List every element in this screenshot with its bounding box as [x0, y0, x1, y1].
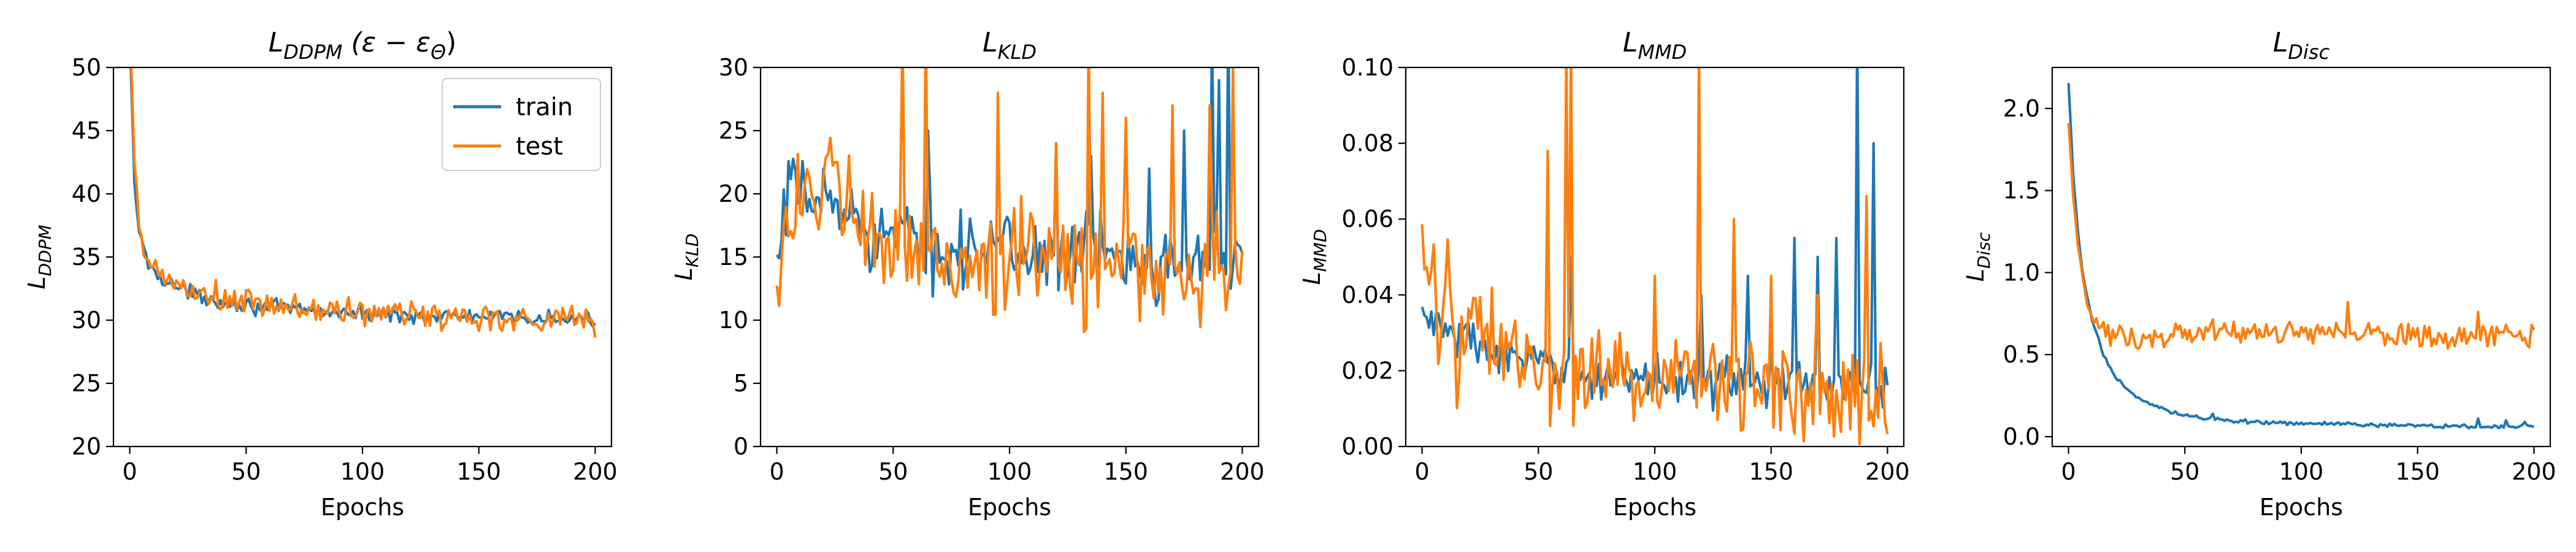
legend-label-train: train	[516, 93, 573, 121]
panel-title: LMMD	[1623, 27, 1687, 64]
x-tick-label: 0	[769, 458, 784, 485]
y-tick-label: 0.02	[1341, 357, 1393, 384]
y-tick-label: 5	[734, 370, 748, 397]
y-tick-label: 25	[72, 370, 101, 397]
y-tick-label: 45	[72, 117, 101, 144]
x-tick-label: 200	[2512, 458, 2556, 485]
x-tick-label: 50	[2170, 458, 2199, 485]
y-axis-label: LMMD	[1298, 229, 1330, 285]
y-axis-label: LDDPM	[23, 224, 55, 289]
x-tick-label: 100	[987, 458, 1032, 485]
panel-title: LKLD	[983, 27, 1037, 64]
panel-ddpm: 0 50 100 150 200 20 25 30 35 40 45 50 Epochs LDDPM LDD…	[23, 27, 618, 521]
y-axis-label: LDisc	[1962, 232, 1994, 282]
y-axis-label: LKLD	[670, 234, 702, 281]
y-tick-label: 0.00	[1341, 433, 1393, 460]
y-tick-label: 2.0	[2003, 95, 2040, 122]
panel-title: LDisc	[2273, 27, 2330, 64]
y-tick-label: 30	[719, 54, 748, 81]
x-axis-label: Epochs	[1613, 494, 1696, 521]
panel-title: LDDPM (ε − εΘ)	[269, 27, 457, 64]
x-tick-label: 0	[2061, 458, 2076, 485]
y-tick-label: 25	[719, 117, 748, 144]
x-tick-label: 50	[878, 458, 908, 485]
x-tick-label: 100	[340, 458, 385, 485]
series-line-test	[775, 67, 1244, 334]
x-tick-label: 150	[456, 458, 501, 485]
panel-mmd: 0 50 100 150 200 0.00 0.02 0.04 0.06 0.08 0.10 Epoc…	[1298, 27, 1910, 521]
panel-disc: 0 50 100 150 200 0.0 0.5 1.0 1.5 2.0 Epochs LDisc LD…	[1962, 27, 2556, 521]
y-tick-label: 0.0	[2003, 423, 2040, 450]
y-tick-label: 0.04	[1341, 282, 1393, 309]
x-tick-label: 150	[2395, 458, 2440, 485]
y-tick-label: 15	[719, 243, 748, 270]
series-line-test	[1420, 67, 1889, 446]
legend: train test	[442, 78, 601, 171]
x-tick-label: 50	[231, 458, 261, 485]
y-tick-label: 10	[719, 307, 748, 334]
x-axis-label: Epochs	[321, 494, 404, 521]
x-tick-label: 200	[1865, 458, 1910, 485]
series-line-test	[129, 67, 597, 338]
panel-kld: 0 50 100 150 200 0 5 10 15 20 25 30 Epochs LKLD LKLD	[670, 27, 1265, 521]
y-tick-label: 0.08	[1341, 130, 1393, 157]
x-tick-label: 100	[2279, 458, 2324, 485]
series-line-test	[2067, 123, 2536, 351]
x-tick-label: 150	[1103, 458, 1148, 485]
y-tick-label: 1.5	[2003, 177, 2040, 204]
y-tick-label: 0	[734, 433, 748, 460]
x-axis-label: Epochs	[968, 494, 1051, 521]
x-tick-label: 50	[1524, 458, 1553, 485]
x-tick-label: 0	[122, 458, 137, 485]
x-tick-label: 150	[1749, 458, 1793, 485]
series-line-train	[2067, 83, 2535, 430]
x-tick-label: 200	[573, 458, 618, 485]
y-tick-label: 0.5	[2003, 341, 2040, 368]
y-tick-label: 0.10	[1341, 54, 1393, 81]
x-axis-label: Epochs	[2260, 494, 2343, 521]
legend-label-test: test	[516, 132, 563, 161]
y-tick-label: 20	[72, 433, 101, 460]
x-tick-label: 0	[1414, 458, 1429, 485]
series-line-train	[129, 67, 597, 328]
y-tick-label: 30	[72, 307, 101, 334]
y-tick-label: 50	[72, 54, 101, 81]
y-tick-label: 20	[719, 180, 748, 207]
y-tick-label: 35	[72, 243, 101, 270]
series-line-train	[775, 67, 1244, 307]
x-tick-label: 200	[1220, 458, 1265, 485]
y-tick-label: 0.06	[1341, 205, 1393, 232]
y-tick-label: 1.0	[2003, 259, 2040, 286]
y-tick-label: 40	[72, 180, 101, 207]
x-tick-label: 100	[1633, 458, 1677, 485]
